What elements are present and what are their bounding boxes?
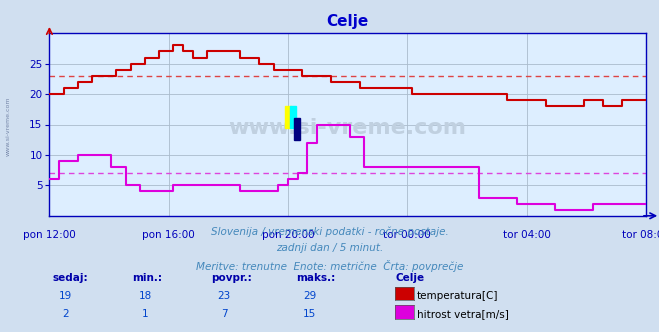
Text: 1: 1 [142, 309, 148, 319]
Text: 29: 29 [303, 291, 316, 301]
Text: 2: 2 [63, 309, 69, 319]
Text: 23: 23 [217, 291, 231, 301]
Text: tor 04:00: tor 04:00 [503, 230, 550, 240]
Text: pon 12:00: pon 12:00 [23, 230, 76, 240]
Text: sedaj:: sedaj: [53, 273, 88, 283]
Text: 18: 18 [138, 291, 152, 301]
Bar [294, 119, 300, 140]
Text: 19: 19 [59, 291, 72, 301]
Text: 15: 15 [303, 309, 316, 319]
Text: www.si-vreme.com: www.si-vreme.com [229, 118, 467, 138]
Text: povpr.:: povpr.: [211, 273, 252, 283]
Text: hitrost vetra[m/s]: hitrost vetra[m/s] [417, 309, 509, 319]
Title: Celje: Celje [326, 14, 369, 29]
Text: Celje: Celje [395, 273, 424, 283]
Text: tor 00:00: tor 00:00 [384, 230, 431, 240]
Text: 7: 7 [221, 309, 227, 319]
Text: maks.:: maks.: [297, 273, 336, 283]
Text: pon 20:00: pon 20:00 [262, 230, 314, 240]
Text: zadnji dan / 5 minut.: zadnji dan / 5 minut. [276, 243, 383, 253]
Text: min.:: min.: [132, 273, 162, 283]
Text: temperatura[C]: temperatura[C] [417, 291, 499, 301]
Bar [285, 106, 291, 127]
Text: pon 16:00: pon 16:00 [142, 230, 195, 240]
Text: Meritve: trenutne  Enote: metrične  Črta: povprečje: Meritve: trenutne Enote: metrične Črta: … [196, 260, 463, 272]
Bar [290, 106, 296, 127]
Text: Slovenija / vremenski podatki - ročne postaje.: Slovenija / vremenski podatki - ročne po… [211, 226, 448, 237]
Text: www.si-vreme.com: www.si-vreme.com [5, 96, 11, 156]
Text: tor 08:00: tor 08:00 [622, 230, 659, 240]
